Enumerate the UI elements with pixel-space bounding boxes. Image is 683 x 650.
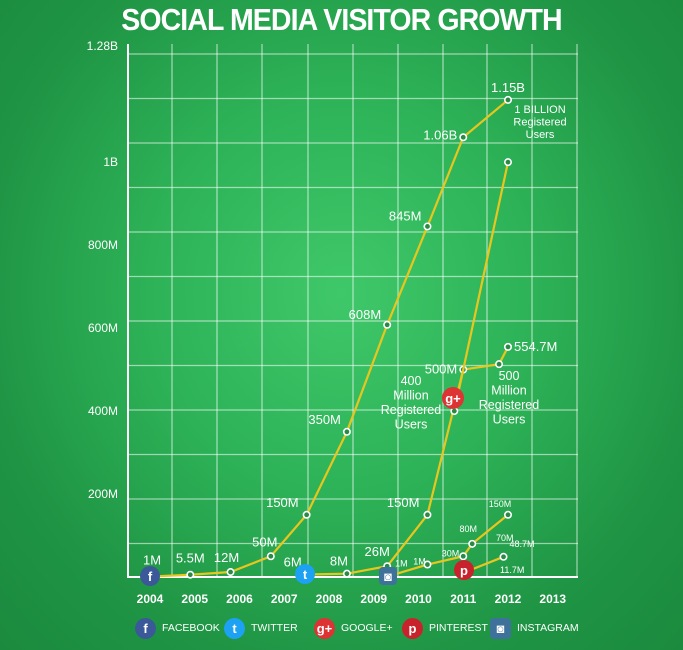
legend-item-facebook: f FACEBOOK (135, 616, 220, 640)
data-point-twitter (495, 360, 504, 369)
x-tick-label: 2005 (181, 592, 208, 606)
x-tick-label: 2006 (226, 592, 253, 606)
data-label-instagram: 150M (489, 499, 512, 509)
legend-item-pinterest: p PINTEREST (402, 616, 488, 640)
data-label-twitter: 26M (365, 544, 390, 559)
data-point-instagram (423, 560, 432, 569)
x-tick-label: 2008 (316, 592, 343, 606)
data-point-twitter (342, 569, 351, 578)
x-tick-label: 2010 (405, 592, 432, 606)
twitter-icon: t (224, 617, 245, 639)
data-point-instagram (503, 510, 512, 519)
data-point-pinterest (499, 552, 508, 561)
instagram-icon (379, 567, 397, 585)
data-label-facebook: 5.5M (176, 551, 205, 566)
google-plus-icon-glyph: g+ (445, 391, 461, 406)
data-label-facebook: 608M (349, 307, 382, 322)
legend-label: FACEBOOK (162, 622, 220, 634)
data-label-twitter: 500M (425, 362, 458, 377)
y-tick-label: 1B (103, 155, 118, 169)
instagram-icon-glyph: ◙ (384, 569, 392, 584)
annotation-label: 70M (496, 533, 514, 543)
x-tick-label: 2012 (495, 592, 522, 606)
data-label-twitter: 150M (387, 495, 420, 510)
y-tick-label: 400M (88, 404, 118, 418)
x-tick-label: 2007 (271, 592, 298, 606)
data-label-facebook: 12M (214, 550, 239, 565)
data-point-google (503, 158, 512, 167)
legend-label: PINTEREST (429, 622, 488, 634)
data-label-facebook: 150M (266, 495, 299, 510)
annotation-label: 500 Million Registered Users (479, 369, 539, 427)
data-label-instagram: 80M (459, 524, 477, 534)
data-label-google: 400 Million Registered Users (381, 374, 441, 432)
data-point-twitter (503, 342, 512, 351)
legend-item-twitter: t TWITTER (224, 616, 298, 640)
data-point-facebook (186, 570, 195, 579)
google-plus-icon (442, 387, 464, 409)
twitter-icon-glyph: t (303, 567, 308, 582)
data-point-facebook (226, 568, 235, 577)
google-plus-icon: g+ (314, 617, 335, 639)
facebook-icon-glyph: f (148, 569, 153, 584)
data-point-facebook (266, 552, 275, 561)
data-label-facebook: 845M (389, 208, 422, 223)
data-label-pinterest: 48.7M (510, 539, 535, 549)
y-tick-label: 1.28B (87, 39, 118, 53)
data-point-twitter (423, 510, 432, 519)
legend-item-instagram: ◙ INSTAGRAM (490, 616, 579, 640)
pinterest-icon-glyph: p (460, 563, 468, 578)
series-line-google (453, 161, 510, 412)
data-point-facebook (302, 510, 311, 519)
data-label-instagram: 30M (442, 548, 460, 558)
pinterest-icon: p (402, 617, 423, 639)
data-point-instagram (468, 539, 477, 548)
data-label-instagram: 1M (395, 559, 408, 569)
data-label-facebook: 1M (143, 553, 161, 568)
data-label-google: 1 BILLION Registered Users (513, 104, 566, 141)
data-point-facebook (423, 222, 432, 231)
data-point-facebook (459, 133, 468, 142)
y-tick-label: 600M (88, 321, 118, 335)
y-tick-label: 800M (88, 238, 118, 252)
grid (127, 44, 578, 578)
legend-item-google-: g+ GOOGLE+ (314, 616, 393, 640)
facebook-icon: f (135, 617, 156, 639)
data-label-facebook: 50M (252, 534, 277, 549)
x-tick-label: 2009 (360, 592, 387, 606)
chart-title: SOCIAL MEDIA VISITOR GROWTH (121, 2, 562, 37)
data-label-facebook: 1.15B (491, 80, 525, 95)
instagram-icon: ◙ (490, 617, 511, 639)
chart-svg: 1.28B 1B 800M 600M 400M 200M 2004 2005 2006 2007 2… (87, 39, 578, 606)
x-tick-label: 2011 (450, 592, 476, 606)
data-point-instagram (459, 552, 468, 561)
data-point-facebook (503, 95, 512, 104)
data-label-instagram: 1M (413, 557, 426, 567)
data-point-facebook (342, 427, 351, 436)
data-label-facebook: 350M (308, 412, 341, 427)
y-tick-label: 200M (88, 487, 118, 501)
facebook-icon (140, 566, 160, 586)
data-label-twitter: 8M (330, 554, 348, 569)
legend-label: INSTAGRAM (517, 622, 579, 634)
data-label-twitter: 554.7M (514, 339, 557, 354)
x-tick-label: 2013 (539, 592, 566, 606)
twitter-icon (295, 564, 315, 584)
data-label-facebook: 1.06B (423, 127, 457, 142)
data-label-twitter: 6M (284, 555, 302, 570)
pinterest-icon (454, 560, 474, 580)
x-tick-label: 2004 (137, 592, 164, 606)
data-point-facebook (383, 320, 392, 329)
legend-label: GOOGLE+ (341, 622, 393, 634)
chart-legend: f FACEBOOK t TWITTER g+ GOOGLE+ p PINTEREST ◙ INS… (0, 616, 683, 642)
series-line-facebook (149, 99, 509, 578)
annotation-label: 11.7M (500, 565, 524, 575)
legend-label: TWITTER (251, 622, 298, 634)
